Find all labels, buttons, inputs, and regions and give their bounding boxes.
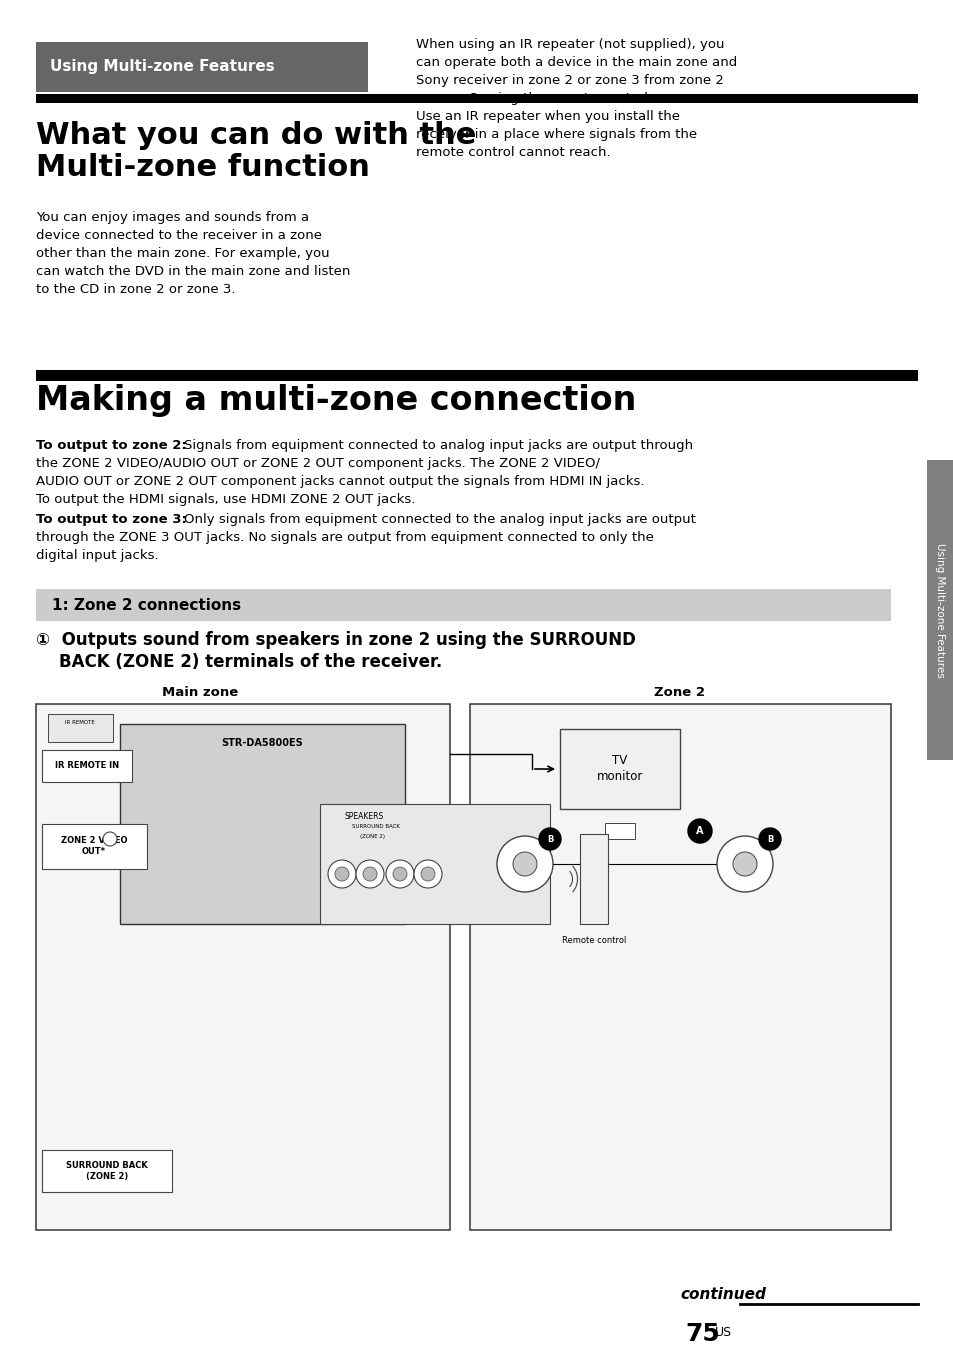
Bar [48,714,112,742]
Text: 1: Zone 2 connections: 1: Zone 2 connections [52,598,241,612]
Bar [42,750,132,781]
Text: IR REMOTE IN: IR REMOTE IN [55,761,119,771]
Bar [36,589,890,621]
Bar [319,804,550,923]
Circle shape [420,867,435,882]
Text: to the CD in zone 2 or zone 3.: to the CD in zone 2 or zone 3. [36,283,235,296]
Bar [36,95,917,103]
Text: remote control cannot reach.: remote control cannot reach. [416,146,610,160]
Circle shape [513,852,537,876]
Bar [42,1151,172,1192]
Text: Main zone: Main zone [162,685,238,699]
Text: (ZONE 2): (ZONE 2) [359,834,385,840]
Text: When using an IR repeater (not supplied), you: When using an IR repeater (not supplied)… [416,38,723,51]
Text: B: B [766,834,772,844]
Circle shape [717,836,772,892]
Text: ①  Outputs sound from speakers in zone 2 using the SURROUND: ① Outputs sound from speakers in zone 2 … [36,631,636,649]
Text: TV
monitor: TV monitor [597,754,642,784]
Text: device connected to the receiver in a zone: device connected to the receiver in a zo… [36,228,322,242]
Circle shape [355,860,384,888]
Text: BACK (ZONE 2) terminals of the receiver.: BACK (ZONE 2) terminals of the receiver. [36,653,442,671]
Bar [36,704,450,1230]
Bar [42,823,147,869]
Bar [926,460,953,760]
Text: other than the main zone. For example, you: other than the main zone. For example, y… [36,247,330,260]
Text: Only signals from equipment connected to the analog input jacks are output: Only signals from equipment connected to… [184,512,695,526]
Text: To output to zone 2:: To output to zone 2: [36,439,187,452]
Circle shape [103,831,117,846]
Text: Sony receiver in zone 2 or zone 3 from zone 2: Sony receiver in zone 2 or zone 3 from z… [416,74,723,87]
Text: To output the HDMI signals, use HDMI ZONE 2 OUT jacks.: To output the HDMI signals, use HDMI ZON… [36,493,415,506]
Circle shape [732,852,757,876]
Bar [559,729,679,808]
Text: 75: 75 [684,1322,719,1347]
Text: Using Multi-zone Features: Using Multi-zone Features [50,59,274,74]
Bar [579,834,607,923]
Text: can operate both a device in the main zone and: can operate both a device in the main zo… [416,55,737,69]
Text: STR-DA5800ES: STR-DA5800ES [221,738,302,748]
Bar [470,704,890,1230]
Text: Signals from equipment connected to analog input jacks are output through: Signals from equipment connected to anal… [184,439,693,452]
Text: Zone 2: Zone 2 [654,685,705,699]
Bar [36,42,368,92]
Circle shape [335,867,349,882]
Circle shape [393,867,407,882]
Text: To output to zone 3:: To output to zone 3: [36,512,187,526]
Text: receiver in a place where signals from the: receiver in a place where signals from t… [416,128,697,141]
Text: US: US [714,1326,731,1338]
Text: continued: continued [679,1287,765,1302]
Text: AUDIO OUT or ZONE 2 OUT component jacks cannot output the signals from HDMI IN j: AUDIO OUT or ZONE 2 OUT component jacks … [36,475,644,488]
Text: can watch the DVD in the main zone and listen: can watch the DVD in the main zone and l… [36,265,350,279]
Circle shape [497,836,553,892]
Text: What you can do with the
Multi-zone function: What you can do with the Multi-zone func… [36,120,476,183]
Circle shape [386,860,414,888]
Bar [604,823,635,840]
Bar [36,370,917,381]
Text: SURROUND BACK
(ZONE 2): SURROUND BACK (ZONE 2) [66,1161,148,1182]
Text: or zone 3 using the remote control.: or zone 3 using the remote control. [416,92,652,105]
Text: You can enjoy images and sounds from a: You can enjoy images and sounds from a [36,211,309,224]
Text: A: A [696,826,703,836]
Text: Remote control: Remote control [561,936,625,945]
Text: Making a multi-zone connection: Making a multi-zone connection [36,384,636,416]
Bar [120,725,405,923]
Text: SPEAKERS: SPEAKERS [345,813,384,821]
Text: B: B [546,834,553,844]
Text: SURROUND BACK: SURROUND BACK [352,823,399,829]
Circle shape [363,867,376,882]
Text: Using Multi-zone Features: Using Multi-zone Features [934,542,944,677]
Circle shape [538,827,560,850]
Circle shape [328,860,355,888]
Text: IR REMOTE: IR REMOTE [65,721,94,725]
Circle shape [414,860,441,888]
Text: the ZONE 2 VIDEO/AUDIO OUT or ZONE 2 OUT component jacks. The ZONE 2 VIDEO/: the ZONE 2 VIDEO/AUDIO OUT or ZONE 2 OUT… [36,457,599,470]
Text: through the ZONE 3 OUT jacks. No signals are output from equipment connected to : through the ZONE 3 OUT jacks. No signals… [36,531,653,544]
Text: digital input jacks.: digital input jacks. [36,549,158,562]
Text: ZONE 2 VIDEO
OUT*: ZONE 2 VIDEO OUT* [61,836,127,856]
Circle shape [759,827,781,850]
Circle shape [687,819,711,844]
Text: Use an IR repeater when you install the: Use an IR repeater when you install the [416,110,679,123]
